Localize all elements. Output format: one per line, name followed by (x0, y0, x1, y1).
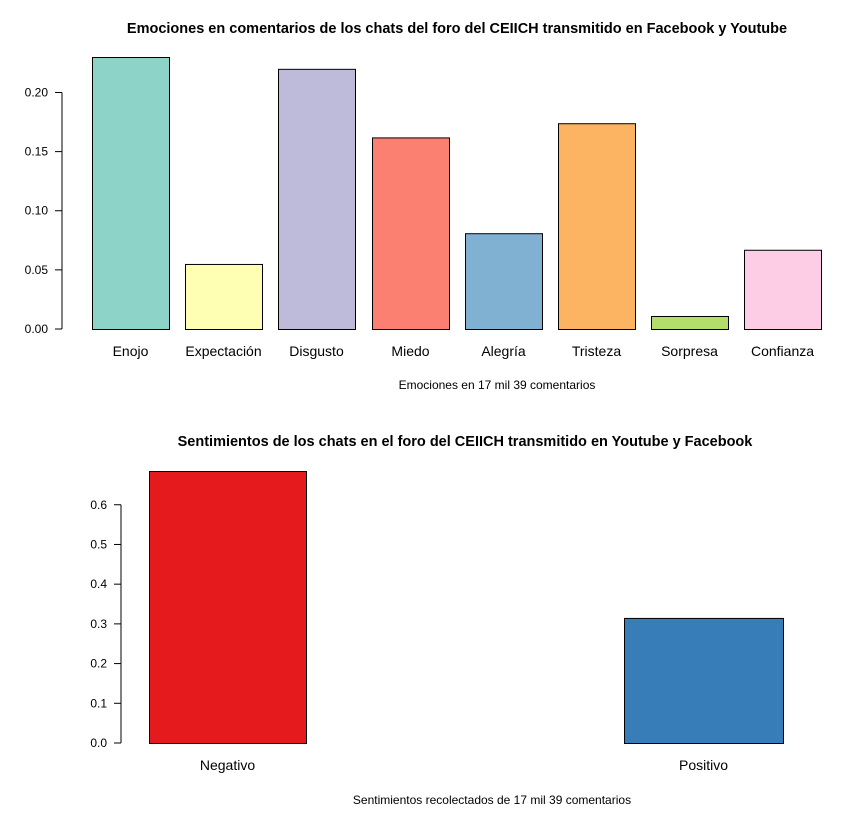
sentiments-bars (149, 471, 784, 744)
category-label: Enojo (113, 343, 149, 359)
emotion-bar-miedo (372, 137, 450, 330)
emotion-bar-enojo (92, 57, 170, 330)
emotions-chart-title: Emociones en comentarios de los chats de… (127, 21, 787, 37)
sentiments-chart-title: Sentimientos de los chats en el foro del… (178, 434, 754, 450)
y-tick-label: 0.00 (25, 322, 49, 336)
emotion-bar-sorpresa (651, 315, 729, 330)
sentiments-y-axis: 0.0 0.1 0.2 0.3 0.4 0.5 0.6 (90, 498, 122, 750)
emotion-bar-confianza (744, 249, 822, 330)
category-label: Miedo (391, 343, 429, 359)
category-label: Negativo (200, 757, 255, 773)
y-tick-label: 0.05 (25, 263, 49, 277)
y-tick-label: 0.15 (25, 145, 49, 159)
y-tick-label: 0.3 (90, 617, 107, 631)
category-label: Tristeza (572, 343, 621, 359)
emotion-bar-expectación (185, 263, 263, 330)
emotions-x-axis-label: Emociones en 17 mil 39 comentarios (399, 378, 596, 392)
emotion-bar-alegría (465, 233, 543, 330)
emotion-bar-tristeza (558, 123, 636, 330)
emotions-y-axis: 0.00 0.05 0.10 0.15 0.20 (25, 85, 63, 336)
category-label: Confianza (751, 343, 814, 359)
emotions-chart: Emociones en comentarios de los chats de… (25, 21, 822, 392)
emotions-category-labels: Enojo Expectación Disgusto Miedo Alegría Tris… (113, 343, 815, 359)
y-tick-label: 0.5 (90, 537, 107, 551)
category-label: Disgusto (289, 343, 344, 359)
y-tick-label: 0.6 (90, 498, 107, 512)
category-label: Expectación (185, 343, 261, 359)
sentiment-bar-negativo (149, 471, 307, 744)
y-tick-label: 0.0 (90, 736, 107, 750)
category-label: Positivo (679, 757, 728, 773)
category-label: Sorpresa (661, 343, 718, 359)
emotion-bar-disgusto (278, 68, 356, 331)
sentiment-bar-positivo (624, 617, 784, 744)
emotions-bars (92, 57, 822, 331)
sentiments-category-labels: Negativo Positivo (200, 757, 728, 773)
y-tick-label: 0.4 (90, 577, 107, 591)
y-tick-label: 0.2 (90, 657, 107, 671)
y-tick-label: 0.20 (25, 85, 49, 99)
category-label: Alegría (481, 343, 526, 359)
sentiments-x-axis-label: Sentimientos recolectados de 17 mil 39 c… (353, 793, 631, 807)
y-tick-label: 0.1 (90, 696, 107, 710)
sentiments-chart: Sentimientos de los chats en el foro del… (90, 434, 784, 807)
y-tick-label: 0.10 (25, 204, 49, 218)
